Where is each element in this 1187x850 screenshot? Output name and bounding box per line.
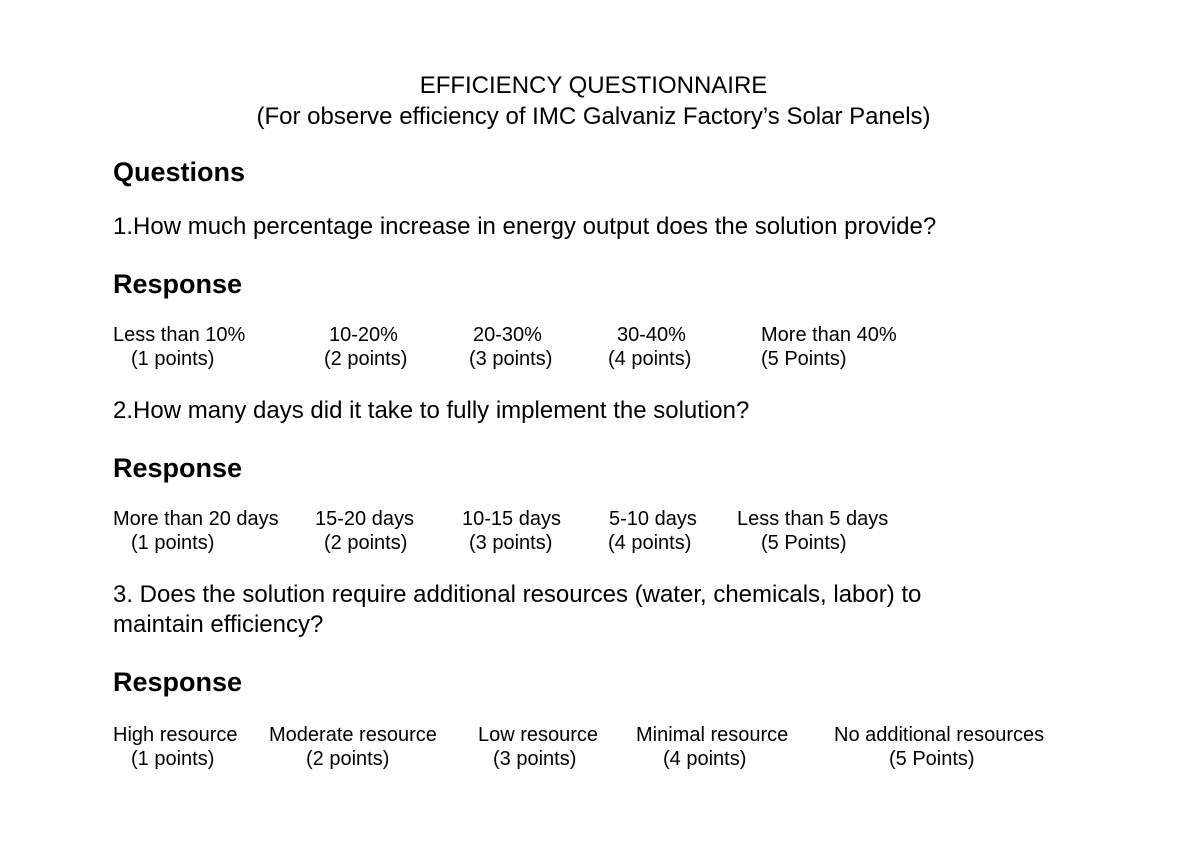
option-label: No additional resources	[834, 724, 1045, 746]
question-2-option-3[interactable]: 10-15 days (3 points)	[462, 507, 561, 555]
option-label: 10-15 days	[462, 508, 561, 530]
question-1-response-heading: Response	[113, 269, 243, 299]
option-label: 15-20 days	[315, 508, 414, 530]
question-3-option-2[interactable]: Moderate resource (2 points)	[269, 723, 437, 771]
option-points: (1 points)	[131, 532, 215, 554]
option-label: 10-20%	[329, 324, 398, 346]
option-label: Less than 10%	[113, 324, 246, 346]
question-3-text-line-1: 3. Does the solution require additional …	[113, 581, 922, 608]
option-points: (5 Points)	[761, 348, 847, 370]
question-2-option-4[interactable]: 5-10 days (4 points)	[608, 507, 697, 555]
page-title: EFFICIENCY QUESTIONNAIRE	[419, 72, 768, 99]
option-label: Less than 5 days	[737, 508, 889, 530]
option-label: More than 40%	[761, 324, 897, 346]
title-block: EFFICIENCY QUESTIONNAIRE (For observe ef…	[0, 70, 1187, 132]
option-label: Low resource	[478, 724, 599, 746]
question-2-option-2[interactable]: 15-20 days (2 points)	[315, 507, 414, 555]
option-points: (3 points)	[493, 748, 577, 770]
option-label: 30-40%	[617, 324, 686, 346]
option-points: (3 points)	[469, 532, 553, 554]
option-points: (1 points)	[131, 748, 215, 770]
question-1-option-1[interactable]: Less than 10% (1 points)	[113, 323, 245, 371]
question-1-option-4[interactable]: 30-40% (4 points)	[608, 323, 691, 371]
question-3-option-3[interactable]: Low resource (3 points)	[478, 723, 598, 771]
option-points: (1 points)	[131, 348, 215, 370]
option-points: (2 points)	[324, 532, 408, 554]
question-3-text-line-2: maintain efficiency?	[113, 611, 324, 638]
question-1-option-3[interactable]: 20-30% (3 points)	[469, 323, 552, 371]
option-label: High resource	[113, 724, 238, 746]
option-points: (4 points)	[608, 348, 692, 370]
option-points: (4 points)	[663, 748, 747, 770]
option-points: (3 points)	[469, 348, 553, 370]
option-label: Minimal resource	[636, 724, 789, 746]
question-3-option-5[interactable]: No additional resources (5 Points)	[834, 723, 1044, 771]
option-points: (4 points)	[608, 532, 692, 554]
option-points: (2 points)	[306, 748, 390, 770]
option-label: Moderate resource	[269, 724, 437, 746]
question-2-option-1[interactable]: More than 20 days (1 points)	[113, 507, 279, 555]
question-1-option-5[interactable]: More than 40% (5 Points)	[761, 323, 897, 371]
questions-heading: Questions	[113, 157, 246, 187]
question-1-text: 1.How much percentage increase in energy…	[113, 213, 937, 240]
option-label: 5-10 days	[609, 508, 697, 530]
option-points: (2 points)	[324, 348, 408, 370]
question-2-response-heading: Response	[113, 453, 243, 483]
question-3-response-heading: Response	[113, 667, 243, 697]
option-label: More than 20 days	[113, 508, 279, 530]
option-points: (5 Points)	[889, 748, 975, 770]
question-2-option-5[interactable]: Less than 5 days (5 Points)	[737, 507, 888, 555]
question-1-option-2[interactable]: 10-20% (2 points)	[324, 323, 407, 371]
question-3-option-4[interactable]: Minimal resource (4 points)	[636, 723, 788, 771]
option-points: (5 Points)	[761, 532, 847, 554]
option-label: 20-30%	[473, 324, 542, 346]
page-subtitle: (For observe efficiency of IMC Galvaniz …	[256, 103, 931, 130]
question-3-option-1[interactable]: High resource (1 points)	[113, 723, 238, 771]
question-3-text: 3. Does the solution require additional …	[113, 580, 1073, 640]
question-2-text: 2.How many days did it take to fully imp…	[113, 397, 750, 424]
